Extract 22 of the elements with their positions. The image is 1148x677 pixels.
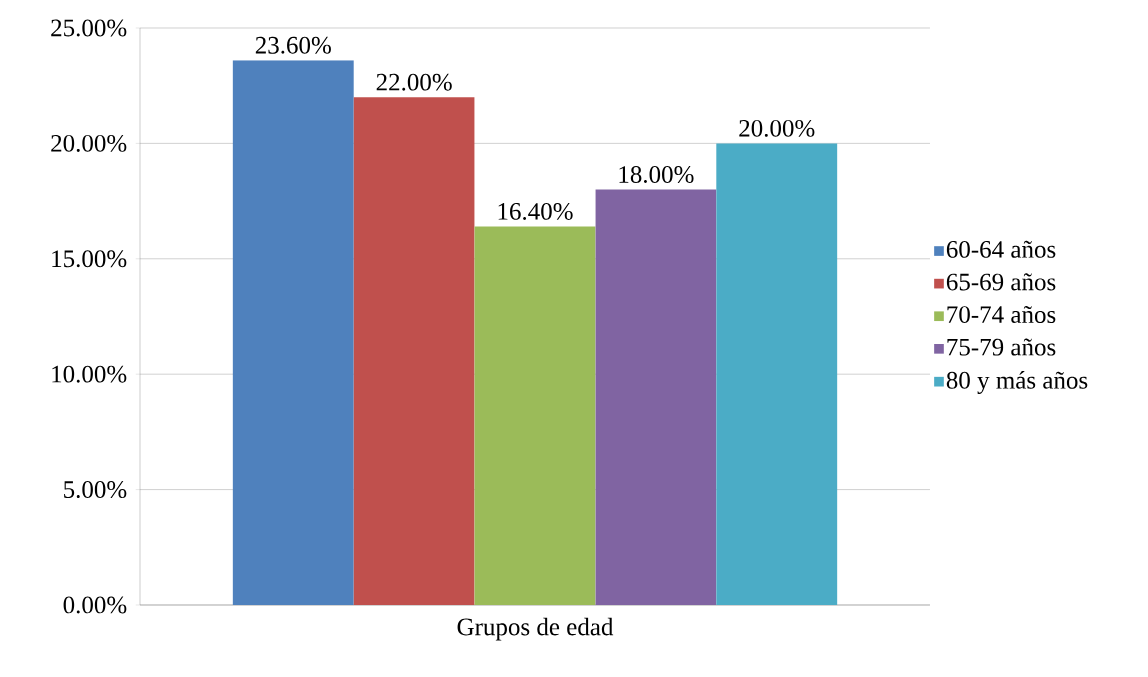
- data-label: 23.60%: [255, 36, 331, 54]
- legend-label: 60-64 años: [946, 240, 1056, 258]
- data-label: 16.40%: [498, 202, 573, 220]
- data-label: 18.00%: [619, 166, 694, 184]
- legend-label: 75-79 años: [947, 338, 1056, 356]
- bar: [474, 226, 596, 605]
- bar: [716, 143, 838, 605]
- bar: [232, 60, 354, 605]
- y-tick-label: 15.00%: [52, 250, 127, 268]
- legend-label: 70-74 años: [947, 305, 1056, 324]
- legend-label: 80 y más años: [946, 371, 1088, 394]
- y-tick-label: 25.00%: [51, 19, 127, 37]
- y-tick-label: 10.00%: [52, 365, 127, 383]
- data-label: 20.00%: [739, 119, 815, 137]
- bar: [353, 97, 475, 605]
- legend-label: 65-69 años: [946, 273, 1056, 291]
- x-tick-label: Grupos de edad: [457, 617, 614, 641]
- y-tick-label: 5.00%: [64, 481, 127, 499]
- data-label: 22.00%: [376, 73, 452, 91]
- y-tick-label: 0.00%: [63, 596, 127, 614]
- y-tick-label: 20.00%: [51, 134, 127, 152]
- bar: [595, 189, 717, 605]
